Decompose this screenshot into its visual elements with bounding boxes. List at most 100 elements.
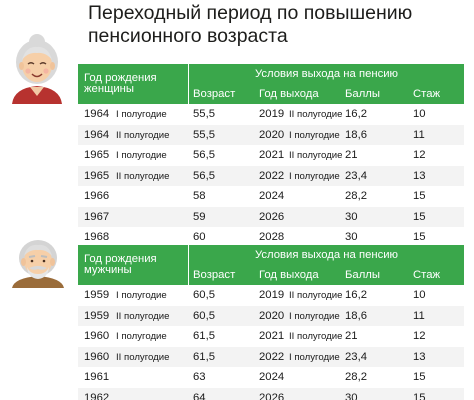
age-cell: 60,5 bbox=[189, 285, 247, 306]
exit-year: 2026 bbox=[259, 391, 285, 400]
age-cell: 55,5 bbox=[189, 104, 247, 125]
birth-year-cell: 1965 II полугодие bbox=[78, 165, 188, 187]
birth-half: I полугодие bbox=[116, 290, 167, 301]
experience-cell: 13 bbox=[409, 165, 464, 187]
points-cell: 18,6 bbox=[343, 124, 409, 146]
men-table: Год рождения мужчины Условия выхода на п… bbox=[78, 245, 464, 400]
age-cell: 56,5 bbox=[189, 145, 247, 166]
points-cell: 30 bbox=[343, 387, 409, 400]
birth-year: 1965 bbox=[84, 149, 110, 162]
experience-cell: 15 bbox=[409, 206, 464, 228]
birth-year-cell: 1961 bbox=[78, 367, 188, 388]
elderly-woman-avatar-icon bbox=[6, 34, 68, 104]
age-cell: 58 bbox=[189, 186, 247, 207]
birth-year: 1959 bbox=[84, 289, 110, 301]
birth-year-cell: 1966 bbox=[78, 186, 188, 207]
experience-cell: 10 bbox=[409, 285, 464, 306]
women-col-experience: Стаж bbox=[409, 84, 464, 104]
exit-cell: 2024 bbox=[247, 367, 343, 388]
exit-cell: 2020 I полугодие bbox=[247, 305, 343, 327]
experience-cell: 13 bbox=[409, 346, 464, 368]
exit-cell: 2026 bbox=[247, 206, 343, 228]
birth-year-cell: 1962 bbox=[78, 387, 188, 400]
table-row: 1962 64 2026 30 15 bbox=[78, 387, 464, 400]
birth-year: 1966 bbox=[84, 190, 110, 203]
women-col-exit-year: Год выхода bbox=[247, 84, 343, 104]
table-row: 1966 58 2024 28,2 15 bbox=[78, 186, 464, 207]
points-cell: 21 bbox=[343, 326, 409, 347]
points-cell: 23,4 bbox=[343, 165, 409, 187]
age-cell: 59 bbox=[189, 206, 247, 228]
table-row: 1960 I полугодие 61,5 2021 II полугодие 21 12 bbox=[78, 326, 464, 347]
women-table: Год рождения женщины Условия выхода на п… bbox=[78, 64, 464, 248]
exit-half: II полугодие bbox=[289, 290, 343, 301]
experience-cell: 11 bbox=[409, 305, 464, 327]
age-cell: 61,5 bbox=[189, 346, 247, 368]
birth-year: 1960 bbox=[84, 330, 110, 343]
birth-year-cell: 1960 I полугодие bbox=[78, 326, 188, 347]
exit-year: 2021 bbox=[259, 149, 285, 162]
page-title: Переходный период по повышению пенсионно… bbox=[88, 2, 413, 47]
exit-half: II полугодие bbox=[289, 331, 343, 343]
experience-cell: 15 bbox=[409, 227, 464, 248]
men-col-points: Баллы bbox=[343, 265, 409, 285]
age-cell: 60,5 bbox=[189, 305, 247, 327]
women-col-age: Возраст bbox=[189, 84, 247, 104]
exit-year: 2020 bbox=[259, 128, 285, 141]
table-row: 1959 I полугодие 60,5 2019 II полугодие 16,2 1… bbox=[78, 285, 464, 306]
birth-year: 1965 bbox=[84, 169, 110, 182]
table-row: 1965 II полугодие 56,5 2022 I полугодие 23,4 1… bbox=[78, 165, 464, 187]
women-birth-year-header: Год рождения женщины bbox=[78, 64, 188, 104]
table-row: 1964 II полугодие 55,5 2020 I полугодие 18,6 1… bbox=[78, 124, 464, 146]
exit-year: 2022 bbox=[259, 169, 285, 182]
birth-half: II полугодие bbox=[116, 129, 170, 141]
exit-year: 2019 bbox=[259, 289, 285, 301]
points-cell: 16,2 bbox=[343, 285, 409, 306]
birth-year: 1960 bbox=[84, 350, 110, 363]
exit-year: 2024 bbox=[259, 190, 285, 203]
birth-half: II полугодие bbox=[116, 310, 170, 322]
exit-cell: 2021 II полугодие bbox=[247, 145, 343, 166]
birth-year-cell: 1960 II полугодие bbox=[78, 346, 188, 368]
birth-half: I полугодие bbox=[116, 109, 167, 120]
exit-cell: 2024 bbox=[247, 186, 343, 207]
experience-cell: 10 bbox=[409, 104, 464, 125]
birth-year: 1964 bbox=[84, 108, 110, 120]
birth-year: 1959 bbox=[84, 309, 110, 322]
birth-year: 1967 bbox=[84, 210, 110, 223]
birth-year-cell: 1965 I полугодие bbox=[78, 145, 188, 166]
exit-cell: 2019 II полугодие bbox=[247, 104, 343, 125]
women-conditions-header: Условия выхода на пенсию bbox=[189, 64, 464, 84]
birth-year: 1962 bbox=[84, 391, 110, 400]
exit-cell: 2022 I полугодие bbox=[247, 346, 343, 368]
experience-cell: 15 bbox=[409, 186, 464, 207]
birth-half: II полугодие bbox=[116, 170, 170, 182]
exit-cell: 2019 II полугодие bbox=[247, 285, 343, 306]
birth-year-cell: 1964 I полугодие bbox=[78, 104, 188, 125]
points-cell: 18,6 bbox=[343, 305, 409, 327]
experience-cell: 15 bbox=[409, 387, 464, 400]
table-row: 1967 59 2026 30 15 bbox=[78, 206, 464, 228]
elderly-man-avatar-icon bbox=[10, 238, 66, 288]
men-col-age: Возраст bbox=[189, 265, 247, 285]
exit-year: 2022 bbox=[259, 350, 285, 363]
experience-cell: 12 bbox=[409, 145, 464, 166]
points-cell: 30 bbox=[343, 206, 409, 228]
birth-year: 1964 bbox=[84, 128, 110, 141]
exit-year: 2019 bbox=[259, 108, 285, 120]
table-row: 1961 63 2024 28,2 15 bbox=[78, 367, 464, 388]
points-cell: 28,2 bbox=[343, 186, 409, 207]
points-cell: 21 bbox=[343, 145, 409, 166]
age-cell: 61,5 bbox=[189, 326, 247, 347]
birth-half: II полугодие bbox=[116, 351, 170, 363]
exit-year: 2021 bbox=[259, 330, 285, 343]
exit-year: 2020 bbox=[259, 309, 285, 322]
experience-cell: 11 bbox=[409, 124, 464, 146]
exit-half: II полугодие bbox=[289, 150, 343, 162]
birth-year: 1968 bbox=[84, 231, 110, 244]
points-cell: 28,2 bbox=[343, 367, 409, 388]
age-cell: 63 bbox=[189, 367, 247, 388]
men-conditions-header: Условия выхода на пенсию bbox=[189, 245, 464, 265]
age-cell: 64 bbox=[189, 387, 247, 400]
experience-cell: 15 bbox=[409, 367, 464, 388]
